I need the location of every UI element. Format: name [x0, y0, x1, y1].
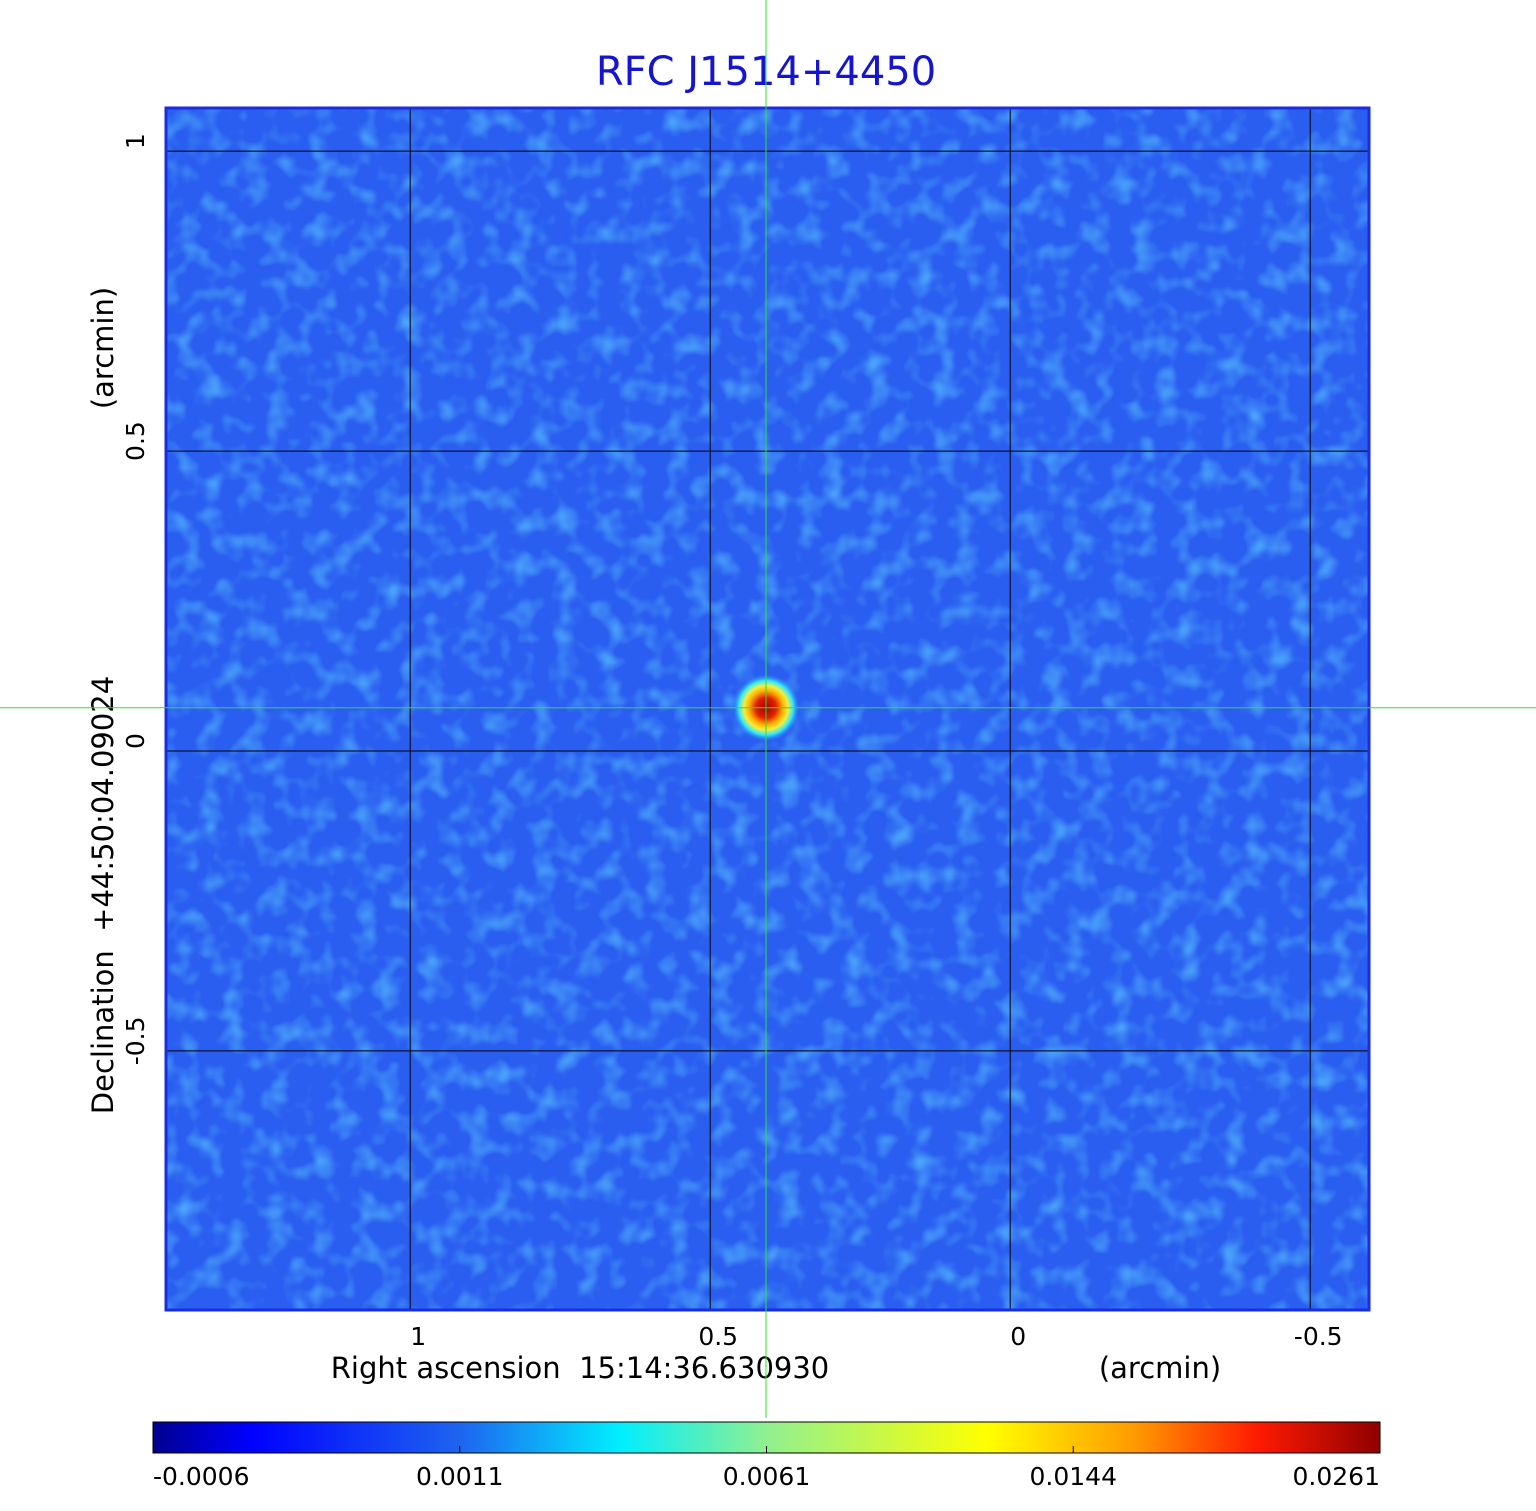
- y-tick-label: 0.5: [121, 421, 150, 461]
- y-tick-label: -0.5: [121, 1016, 150, 1065]
- x-axis-label: Right ascension 15:14:36.630930: [331, 1351, 830, 1385]
- y-axis-unit: (arcmin): [86, 287, 120, 409]
- x-tick-label: -0.5: [1294, 1322, 1343, 1351]
- colorbar-tick-label: -0.0006: [153, 1462, 250, 1491]
- colorbar-tick-label: 0.0011: [416, 1462, 503, 1491]
- colorbar-tick-label: 0.0144: [1030, 1462, 1117, 1491]
- y-axis-label: Declination +44:50:04.09024: [86, 676, 120, 1114]
- plot-frame: [164, 106, 1371, 1312]
- x-tick-label: 0.5: [698, 1322, 738, 1351]
- y-tick-label: 1: [121, 133, 150, 149]
- x-tick-label: 0: [1010, 1322, 1026, 1351]
- colorbar-tick-label: 0.0261: [1293, 1462, 1380, 1491]
- x-tick-label: 1: [410, 1322, 426, 1351]
- y-tick-label: 0: [121, 733, 150, 749]
- colorbar-tick-label: 0.0061: [723, 1462, 810, 1491]
- x-axis-unit: (arcmin): [1099, 1351, 1221, 1385]
